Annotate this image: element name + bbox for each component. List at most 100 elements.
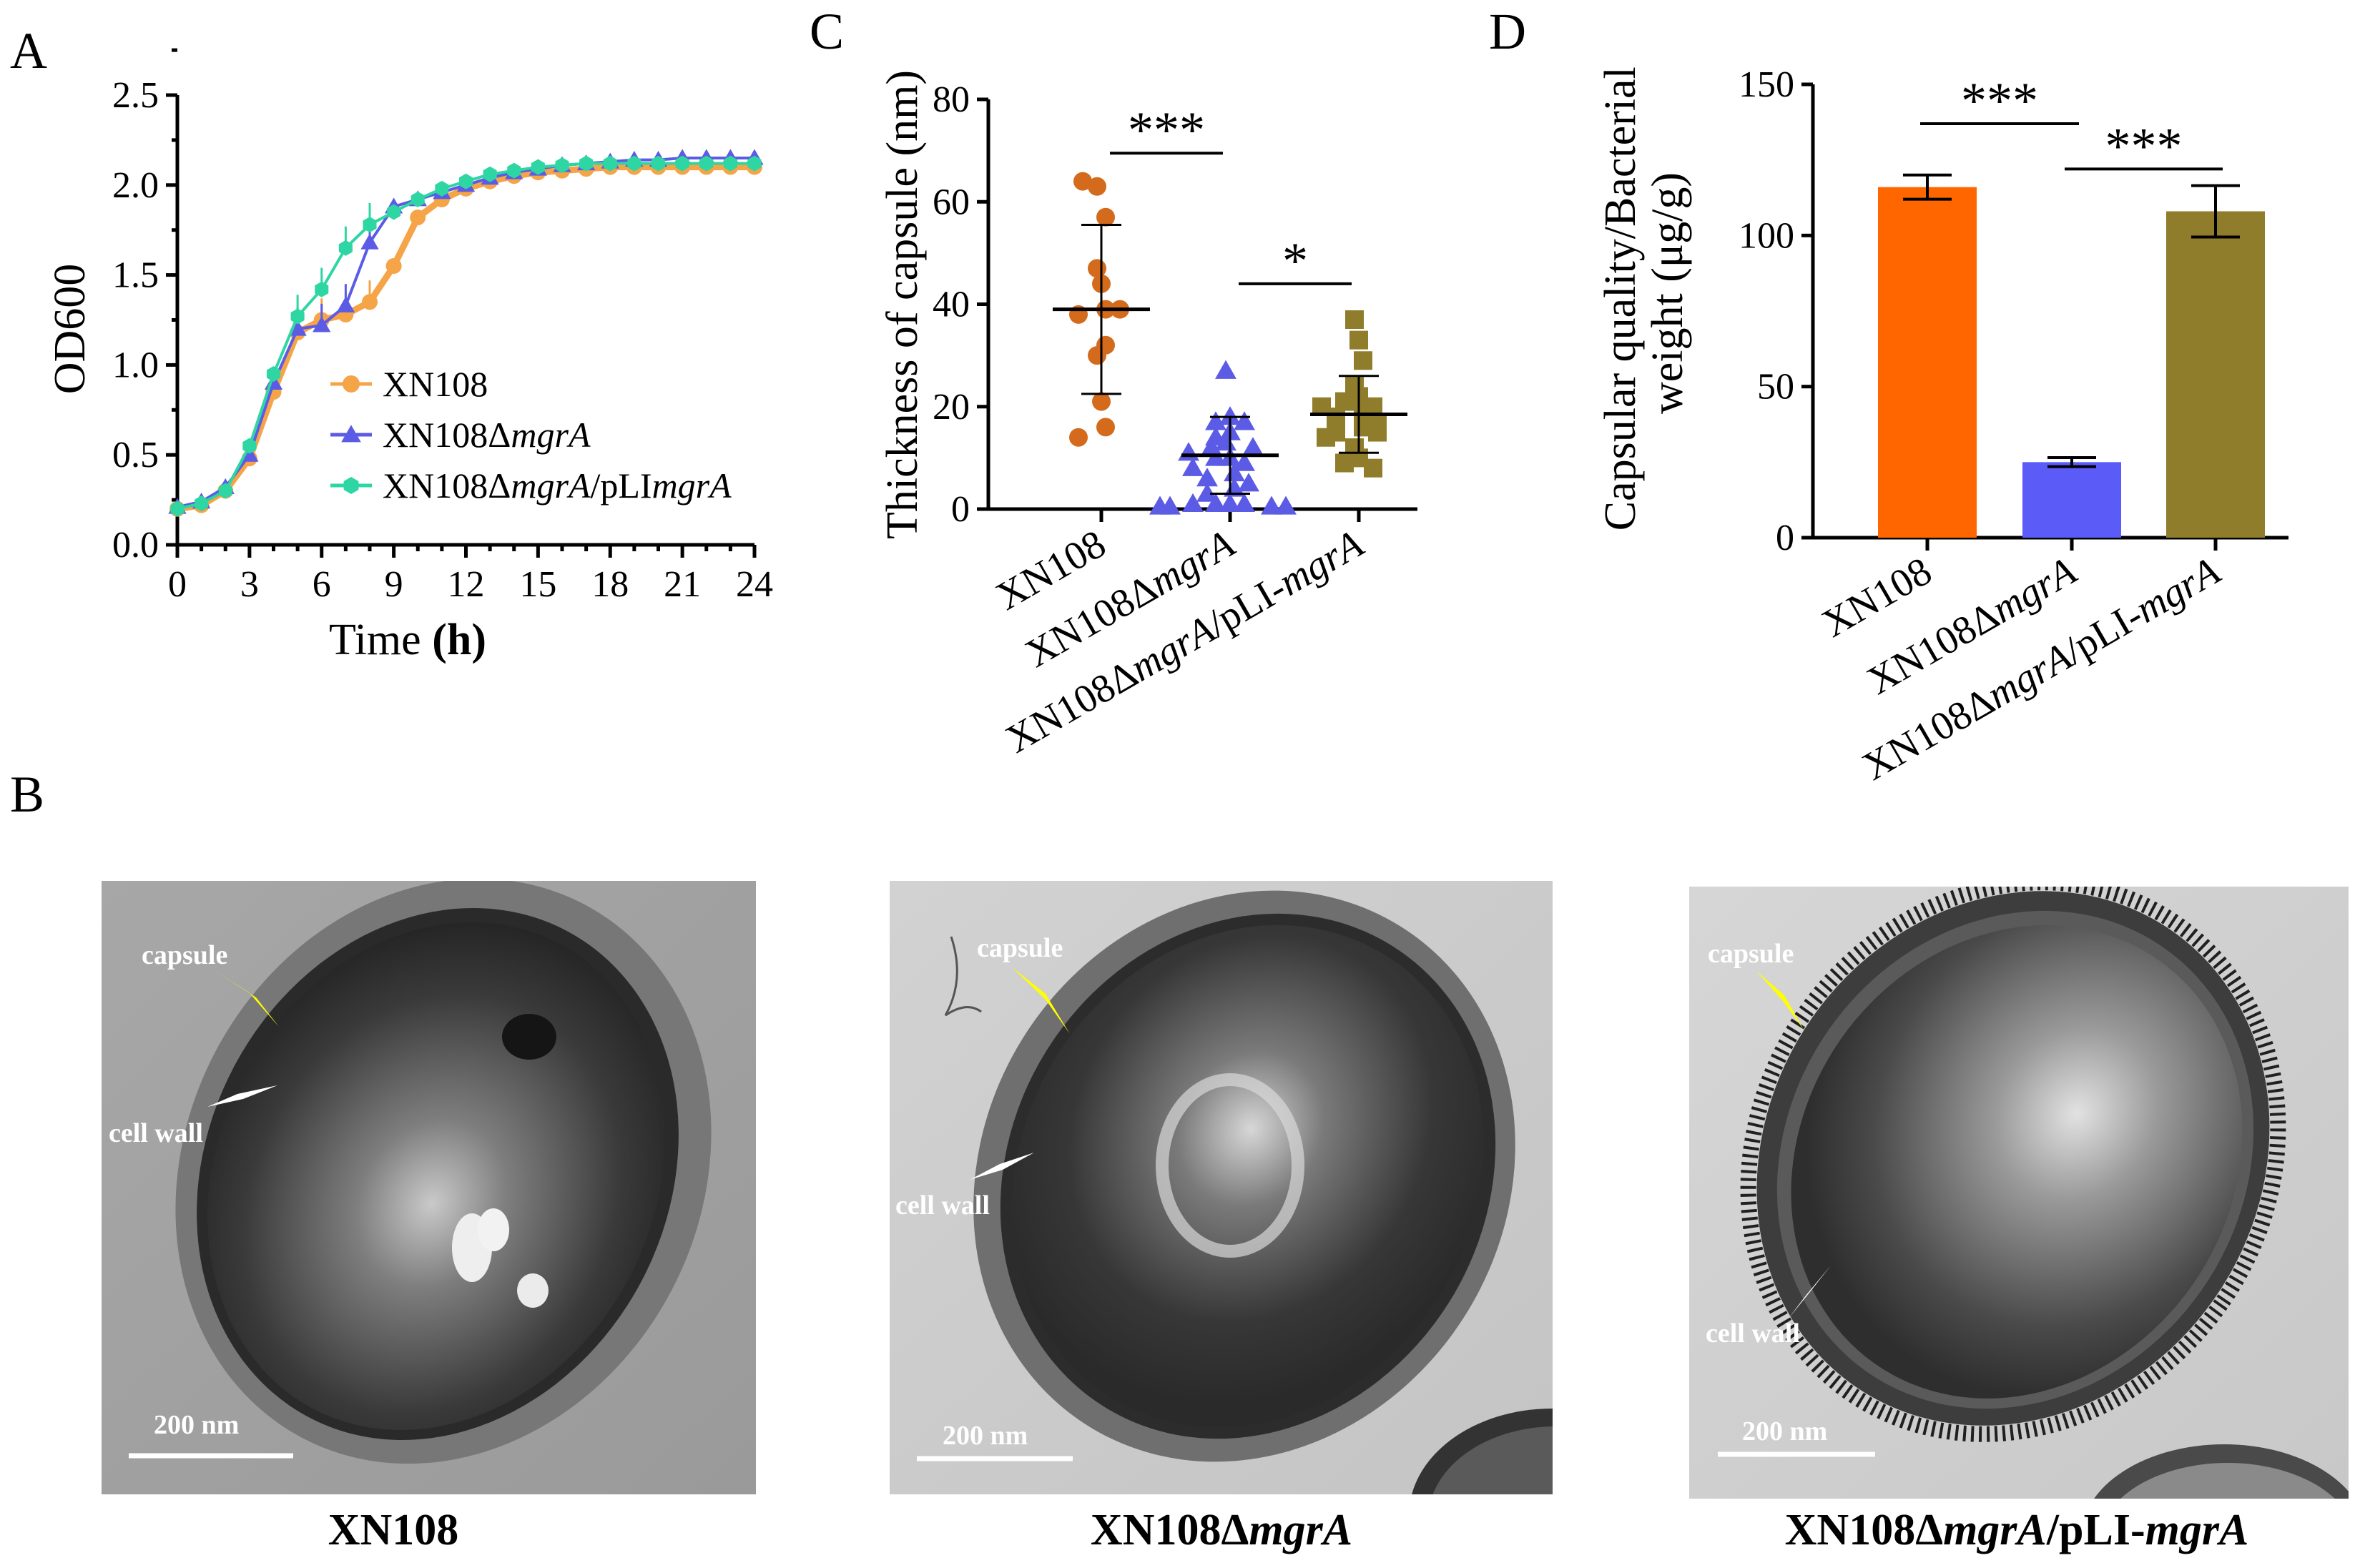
thickness-points: **** <box>1053 102 1407 515</box>
data-point <box>385 258 402 275</box>
cell-wall-arrow-icon <box>970 1153 1034 1180</box>
inclusion-body <box>517 1273 549 1308</box>
thickness-y-axis-title: Thickness of capsule (nm) <box>878 70 927 539</box>
x-tick-label: 3 <box>240 564 259 605</box>
data-point <box>1096 207 1115 227</box>
cell-wall-label: cell wall <box>895 1190 990 1221</box>
data-point <box>1092 392 1111 411</box>
micrograph-caption: XN108ΔmgrA <box>1091 1506 1352 1554</box>
data-point <box>579 155 594 172</box>
x-tick-label: 18 <box>591 564 629 605</box>
neighbor-cell <box>1432 1426 1553 1494</box>
legend-label: XN108 <box>383 364 488 404</box>
data-point <box>1354 351 1372 370</box>
scale-bar-label: 200 nm <box>154 1410 239 1440</box>
scale-bar-label: 200 nm <box>1742 1416 1827 1446</box>
micrograph-xn108: capsule cell wall 200 nm XN108 <box>102 881 756 1554</box>
x-tick-label: 24 <box>736 564 773 605</box>
data-point <box>315 281 329 297</box>
data-point <box>195 495 209 512</box>
data-point <box>1196 483 1218 502</box>
data-point <box>1349 330 1368 350</box>
legend-label: XN108ΔmgrA <box>383 415 591 455</box>
data-point <box>242 438 257 454</box>
data-point <box>603 155 617 172</box>
data-point <box>410 209 426 226</box>
data-point <box>218 483 232 499</box>
micrograph-xn108-complemented: capsule cell wall 200 nm XN108ΔmgrA/pLI-… <box>1689 887 2349 1554</box>
data-point <box>1261 495 1282 515</box>
data-point <box>1215 360 1237 379</box>
data-point <box>387 204 401 220</box>
y-tick-label: 150 <box>1739 64 1794 105</box>
growth-y-axis-title: OD600 <box>46 264 94 395</box>
data-point <box>627 155 641 172</box>
x-tick-label: 6 <box>313 564 331 605</box>
capsule-thickness-chart: 020406080XN108XN108ΔmgrAXN108ΔmgrA/pLI-m… <box>878 70 1417 762</box>
data-point <box>338 240 353 256</box>
y-tick-label: 60 <box>933 182 970 222</box>
capsule-label: capsule <box>977 933 1063 963</box>
bar <box>2022 462 2121 538</box>
data-point <box>435 180 449 197</box>
data-point <box>336 296 355 312</box>
significance-label: *** <box>1961 72 2038 129</box>
capsule-label: capsule <box>142 940 227 970</box>
series-line <box>177 162 754 511</box>
data-point <box>363 217 377 233</box>
data-point <box>290 308 305 325</box>
cell-wall-arrow-icon <box>1788 1266 1831 1319</box>
data-point <box>1088 346 1106 365</box>
data-point <box>362 294 378 310</box>
data-point <box>699 155 714 172</box>
series-line <box>177 164 754 513</box>
data-point <box>1345 310 1364 329</box>
data-point <box>507 162 521 179</box>
data-point <box>723 155 737 172</box>
x-tick-label: 15 <box>519 564 556 605</box>
data-point <box>1242 437 1264 456</box>
y-tick-label: 100 <box>1739 215 1794 256</box>
data-point <box>360 233 379 250</box>
panel-letter-d: D <box>1489 3 1526 60</box>
cell-wall-arrow-icon <box>207 1085 277 1107</box>
data-point <box>1182 457 1204 476</box>
data-point <box>1205 493 1226 513</box>
y-tick-label: 80 <box>933 79 970 120</box>
data-point <box>651 155 666 172</box>
neighbor-cell <box>2120 1463 2335 1499</box>
x-tick-label: 9 <box>385 564 403 605</box>
data-point <box>288 320 307 336</box>
legend-marker <box>341 425 361 443</box>
data-point <box>1088 177 1106 196</box>
micrograph-caption: XN108 <box>328 1506 459 1554</box>
quality-y-axis-title-line-2: weight (μg/g) <box>1643 172 1692 414</box>
y-tick-label: 0.0 <box>112 525 159 566</box>
y-tick-label: 1.0 <box>112 345 159 385</box>
data-point <box>531 159 545 175</box>
data-point <box>1205 411 1226 430</box>
quality-y-axis-title: Capsular quality/Bacterial weight (μg/g) <box>1596 56 1692 531</box>
inclusion-body <box>478 1208 509 1251</box>
panel-letter-b: B <box>10 766 44 823</box>
data-point <box>458 173 473 189</box>
data-point <box>1335 453 1354 473</box>
data-point <box>1219 406 1241 425</box>
y-tick-label: 1.5 <box>112 255 159 296</box>
data-point <box>1317 428 1335 447</box>
data-point <box>313 316 331 332</box>
data-point <box>747 155 762 172</box>
growth-axes: 0.0 0.5 1.0 1.5 2.0 2.5 0 3 6 9 12 15 18 21 24 <box>112 48 773 605</box>
dense-granule <box>502 1014 556 1060</box>
data-point <box>410 191 425 207</box>
capsule-label: capsule <box>1708 939 1794 969</box>
bar <box>1878 187 1977 538</box>
legend-marker <box>343 477 359 494</box>
capsule-fringe <box>1740 887 2286 1442</box>
data-point <box>1178 442 1199 461</box>
cytoplasm <box>1791 925 2243 1399</box>
data-point <box>1234 452 1255 471</box>
y-tick-label: 0.5 <box>112 435 159 475</box>
panel-letter-c: C <box>810 3 844 60</box>
micrograph-xn108-delta-mgra: capsule cell wall 200 nm XN108ΔmgrA <box>890 881 1553 1554</box>
